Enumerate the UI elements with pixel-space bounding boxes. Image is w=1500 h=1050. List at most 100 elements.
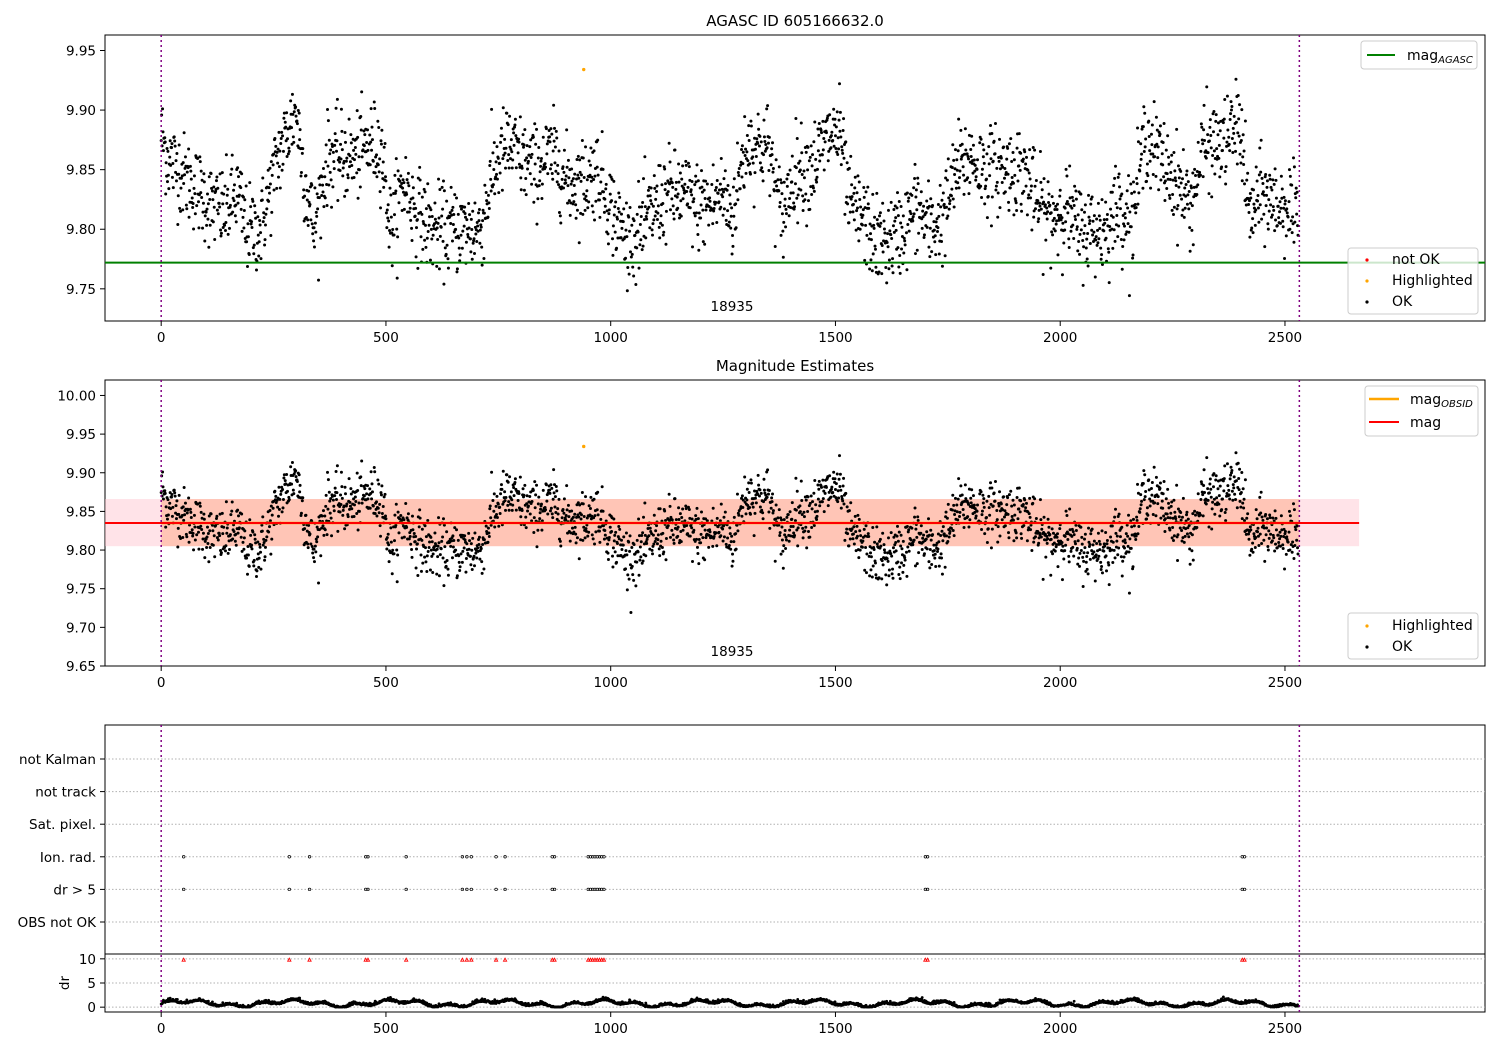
- ok-point: [1295, 190, 1299, 194]
- ok-point: [1190, 533, 1194, 537]
- ok-point: [845, 527, 849, 531]
- ok-point: [829, 134, 833, 138]
- ok-point: [734, 532, 738, 536]
- ok-point: [879, 544, 883, 548]
- ok-point: [491, 183, 495, 187]
- ok-point: [1180, 529, 1184, 533]
- ok-point: [1194, 173, 1198, 177]
- ok-point: [1175, 127, 1179, 131]
- ok-point: [1123, 216, 1127, 220]
- ok-point: [962, 513, 966, 517]
- ok-point: [1023, 498, 1027, 502]
- ok-point: [1236, 131, 1240, 135]
- ok-point: [1066, 532, 1070, 536]
- ok-point: [1268, 173, 1272, 177]
- ok-point: [495, 145, 499, 149]
- ok-point: [827, 138, 831, 142]
- ok-point: [780, 212, 784, 216]
- ok-point: [741, 505, 745, 509]
- ok-point: [993, 499, 997, 503]
- ok-point: [565, 165, 569, 169]
- ok-point: [1182, 540, 1186, 544]
- ok-point: [856, 513, 860, 517]
- ok-point: [464, 570, 468, 574]
- ok-point: [405, 525, 409, 529]
- ok-point: [314, 230, 318, 234]
- ok-point: [277, 485, 281, 489]
- ok-point: [361, 497, 365, 501]
- ok-point: [383, 141, 387, 145]
- x-tick-label: 2500: [1268, 330, 1302, 346]
- ok-point: [637, 517, 641, 521]
- ok-point: [664, 536, 668, 540]
- ok-point: [771, 166, 775, 170]
- ok-point: [230, 167, 234, 171]
- ok-point: [393, 513, 397, 517]
- ok-point: [203, 539, 207, 543]
- ok-point: [1072, 204, 1076, 208]
- ok-point: [1033, 148, 1037, 152]
- ok-point: [1238, 467, 1242, 471]
- ok-point: [1063, 228, 1067, 232]
- ok-point: [369, 107, 373, 111]
- ok-point: [1020, 209, 1024, 213]
- ok-point: [1215, 147, 1219, 151]
- ok-point: [871, 564, 875, 568]
- ok-point: [858, 548, 862, 552]
- ok-point: [905, 268, 909, 272]
- ok-point: [730, 564, 734, 568]
- ok-point: [1253, 546, 1257, 550]
- ok-point: [544, 508, 548, 512]
- ok-point: [690, 526, 694, 530]
- ok-point: [756, 473, 760, 477]
- ok-point: [173, 139, 177, 143]
- ok-point: [350, 507, 354, 511]
- ok-point: [619, 212, 623, 216]
- ok-point: [221, 202, 225, 206]
- ok-point: [724, 218, 728, 222]
- ok-point: [916, 518, 920, 522]
- ok-point: [360, 155, 364, 159]
- ok-point: [321, 167, 325, 171]
- ok-point: [842, 156, 846, 160]
- ok-point: [1242, 162, 1246, 166]
- ok-point: [618, 527, 622, 531]
- ok-point: [504, 495, 508, 499]
- ok-point: [872, 226, 876, 230]
- ok-point: [1063, 206, 1067, 210]
- ok-point: [1024, 501, 1028, 505]
- ok-point: [867, 237, 871, 241]
- ok-point: [384, 211, 388, 215]
- ok-point: [289, 99, 293, 103]
- ok-point: [782, 518, 786, 522]
- ok-point: [645, 217, 649, 221]
- ok-point: [693, 183, 697, 187]
- ok-point: [1228, 497, 1232, 501]
- ok-point: [400, 208, 404, 212]
- ok-point: [579, 173, 583, 177]
- ok-point: [234, 203, 238, 207]
- ok-point: [298, 483, 302, 487]
- ok-point: [955, 158, 959, 162]
- ok-point: [313, 186, 317, 190]
- ok-point: [951, 197, 955, 201]
- ok-point: [691, 200, 695, 204]
- ok-point: [1267, 209, 1271, 213]
- ok-point: [215, 175, 219, 179]
- ok-point: [1248, 235, 1252, 239]
- ok-point: [588, 507, 592, 511]
- ok-point: [389, 193, 393, 197]
- ok-point: [1010, 504, 1014, 508]
- ok-point: [320, 526, 324, 530]
- ok-point: [314, 210, 318, 214]
- ok-point: [1142, 498, 1146, 502]
- ok-point: [592, 497, 596, 501]
- ok-point: [164, 161, 168, 165]
- ok-point: [569, 201, 573, 205]
- ok-point: [825, 116, 829, 120]
- ok-point: [290, 461, 294, 465]
- ok-point: [700, 510, 704, 514]
- ok-point: [1078, 232, 1082, 236]
- ok-point: [1128, 537, 1132, 541]
- ok-point: [1285, 211, 1289, 215]
